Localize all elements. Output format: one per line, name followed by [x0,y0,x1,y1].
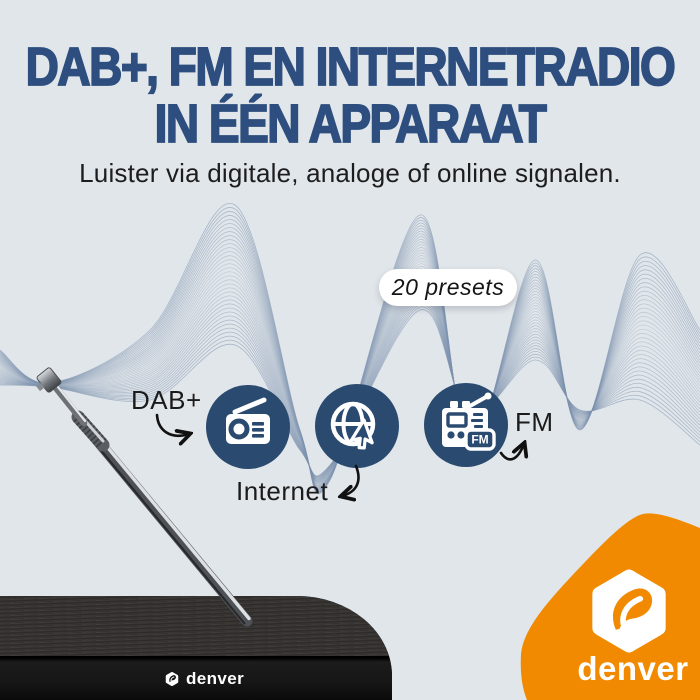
subtitle: Luister via digitale, analoge of online … [79,158,621,188]
fm-label: FM [515,407,554,437]
internet-globe-cursor-icon [330,401,376,450]
presets-badge-label: 20 presets [391,274,505,300]
radio-wood-top [0,596,392,656]
radio-device: denver [0,596,392,700]
internet-arrow [342,464,360,496]
brand-wordmark: denver [577,650,689,687]
internet-feature-circle [315,384,399,468]
fm-icon-badge-text: FM [471,433,488,447]
headline-line2: IN ÉÉN APPARAAT [154,93,548,154]
headline-line1: DAB+, FM EN INTERNETRADIO [25,36,677,97]
fm-radio-icon: FM [442,392,496,451]
internet-label: Internet [236,476,329,506]
device-brand-label: denver [186,669,245,688]
fm-feature-circle: FM [424,383,508,467]
radio-front-panel: denver [0,656,392,700]
denver-hexagon-logo-small-icon [165,671,179,687]
device-brand-logo: denver [164,669,244,689]
dab-arrow [155,413,189,436]
dab-label: DAB+ [131,385,202,415]
denver-hexagon-logo-icon [592,569,666,653]
dab-feature-circle [206,385,290,469]
presets-badge: 20 presets [379,269,517,306]
dab-radio-icon [226,397,270,444]
fm-arrow [499,444,524,461]
